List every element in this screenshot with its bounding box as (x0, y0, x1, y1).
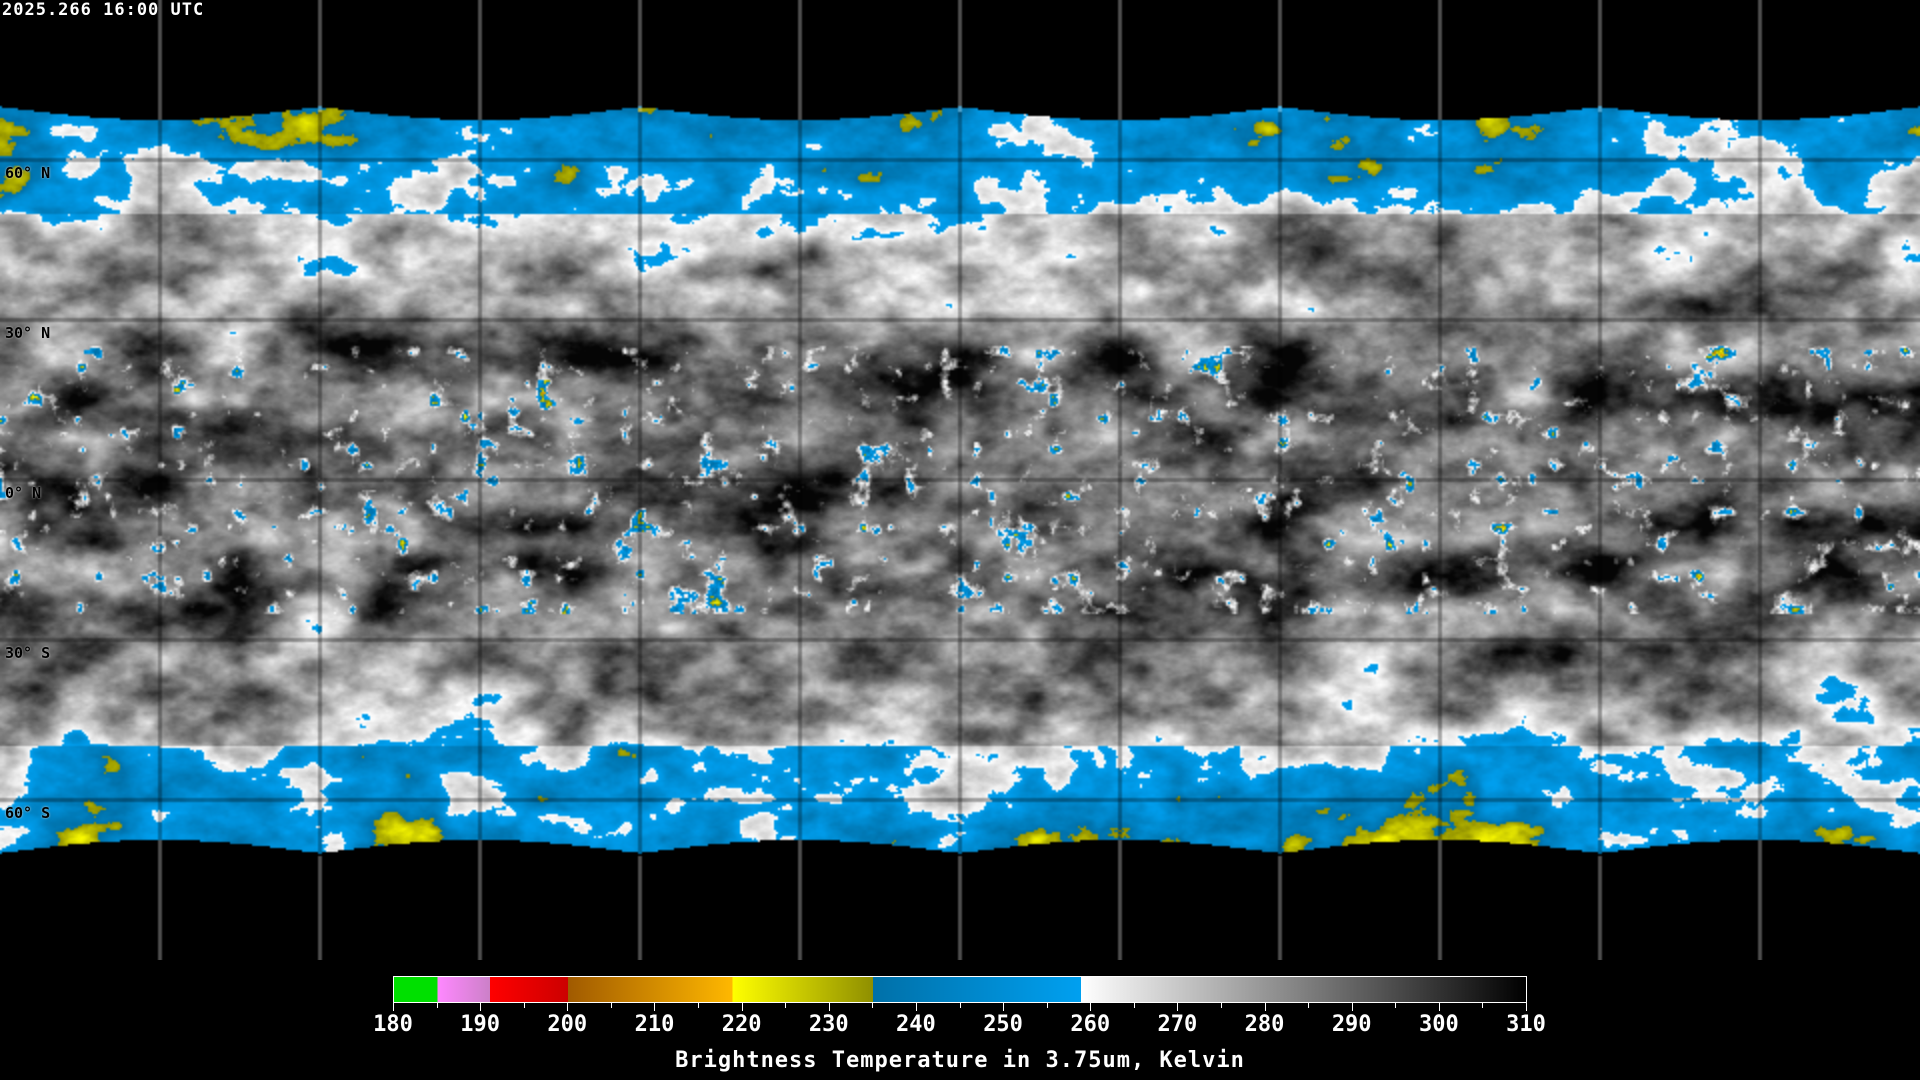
colorbar-tick-label: 260 (1070, 1012, 1111, 1037)
colorbar-tick-label: 200 (547, 1012, 588, 1037)
colorbar-tick (1003, 1003, 1005, 1011)
colorbar-tick (1220, 1003, 1222, 1008)
colorbar-tick (567, 1003, 569, 1011)
colorbar-title: Brightness Temperature in 3.75um, Kelvin (675, 1048, 1245, 1073)
colorbar-tick (1046, 1003, 1048, 1008)
colorbar-tick (436, 1003, 438, 1008)
colorbar-tick (698, 1003, 700, 1008)
colorbar-tick (1133, 1003, 1135, 1008)
colorbar-tick-label: 250 (983, 1012, 1023, 1037)
lat-label-30n: 30° N (5, 324, 51, 342)
lat-label-60n: 60° N (5, 164, 51, 182)
colorbar-tick-label: 240 (896, 1012, 936, 1037)
lat-label-30s: 30° S (5, 644, 51, 662)
colorbar-tick-label: 280 (1244, 1012, 1285, 1037)
colorbar-tick (959, 1003, 961, 1008)
colorbar-tick-label: 310 (1506, 1012, 1546, 1037)
colorbar-tick (610, 1003, 612, 1008)
colorbar-tick (1438, 1003, 1440, 1011)
satellite-brightness-temperature-map (0, 0, 1920, 960)
colorbar-tick (1395, 1003, 1397, 1008)
colorbar-tick-label: 220 (721, 1012, 762, 1037)
colorbar-tick (393, 1003, 394, 1011)
colorbar-tick (1264, 1003, 1266, 1011)
colorbar-tick (1351, 1003, 1353, 1011)
colorbar-tick-label: 210 (634, 1012, 675, 1037)
colorbar-tick-label: 290 (1331, 1012, 1372, 1037)
colorbar-tick (1482, 1003, 1484, 1008)
colorbar-tick (523, 1003, 525, 1008)
colorbar-tick-label: 230 (808, 1012, 849, 1037)
colorbar-tick (1090, 1003, 1092, 1011)
colorbar-tick (654, 1003, 656, 1011)
colorbar-tick (828, 1003, 830, 1011)
colorbar (393, 976, 1527, 1003)
colorbar-tick (1526, 1003, 1527, 1011)
colorbar-tick (1177, 1003, 1179, 1011)
lat-label-60s: 60° S (5, 804, 51, 822)
colorbar-tick (480, 1003, 482, 1011)
colorbar-tick (785, 1003, 787, 1008)
colorbar-tick-label: 300 (1418, 1012, 1459, 1037)
colorbar-tick (872, 1003, 874, 1008)
colorbar-tick (1308, 1003, 1310, 1008)
colorbar-tick-label: 190 (460, 1012, 501, 1037)
timestamp: 2025.266 16:00 UTC (2, 0, 205, 20)
colorbar-tick-label: 180 (373, 1012, 413, 1037)
colorbar-tick-label: 270 (1157, 1012, 1198, 1037)
lat-label-0n: 0° N (5, 484, 42, 502)
colorbar-tick (915, 1003, 917, 1011)
colorbar-tick (741, 1003, 743, 1011)
